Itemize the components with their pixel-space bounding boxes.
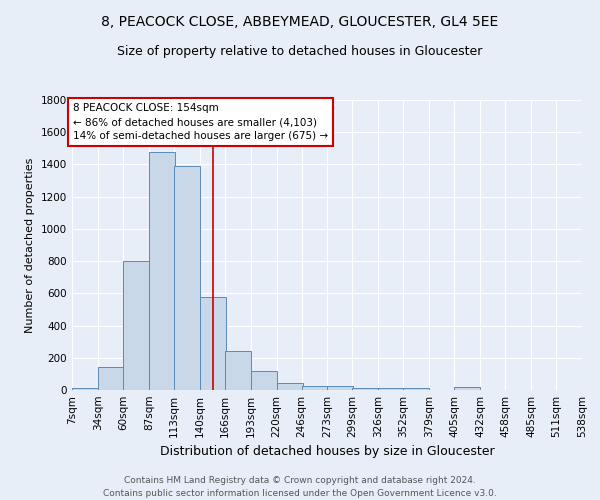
- Bar: [379, 388, 404, 390]
- Bar: [174, 166, 200, 390]
- Bar: [403, 388, 429, 390]
- Bar: [149, 152, 175, 390]
- Text: Contains HM Land Registry data © Crown copyright and database right 2024.: Contains HM Land Registry data © Crown c…: [124, 476, 476, 485]
- Bar: [123, 261, 149, 390]
- Text: Size of property relative to detached houses in Gloucester: Size of property relative to detached ho…: [118, 45, 482, 58]
- Y-axis label: Number of detached properties: Number of detached properties: [25, 158, 35, 332]
- Bar: [72, 388, 98, 390]
- Bar: [200, 298, 226, 390]
- Text: 8 PEACOCK CLOSE: 154sqm
← 86% of detached houses are smaller (4,103)
14% of semi: 8 PEACOCK CLOSE: 154sqm ← 86% of detache…: [73, 103, 328, 141]
- Bar: [352, 388, 379, 390]
- Bar: [277, 383, 302, 390]
- X-axis label: Distribution of detached houses by size in Gloucester: Distribution of detached houses by size …: [160, 446, 494, 458]
- Bar: [98, 368, 124, 390]
- Text: Contains public sector information licensed under the Open Government Licence v3: Contains public sector information licen…: [103, 488, 497, 498]
- Text: 8, PEACOCK CLOSE, ABBEYMEAD, GLOUCESTER, GL4 5EE: 8, PEACOCK CLOSE, ABBEYMEAD, GLOUCESTER,…: [101, 15, 499, 29]
- Bar: [251, 372, 277, 390]
- Bar: [302, 386, 328, 390]
- Bar: [225, 350, 251, 390]
- Bar: [454, 387, 480, 390]
- Bar: [328, 386, 353, 390]
